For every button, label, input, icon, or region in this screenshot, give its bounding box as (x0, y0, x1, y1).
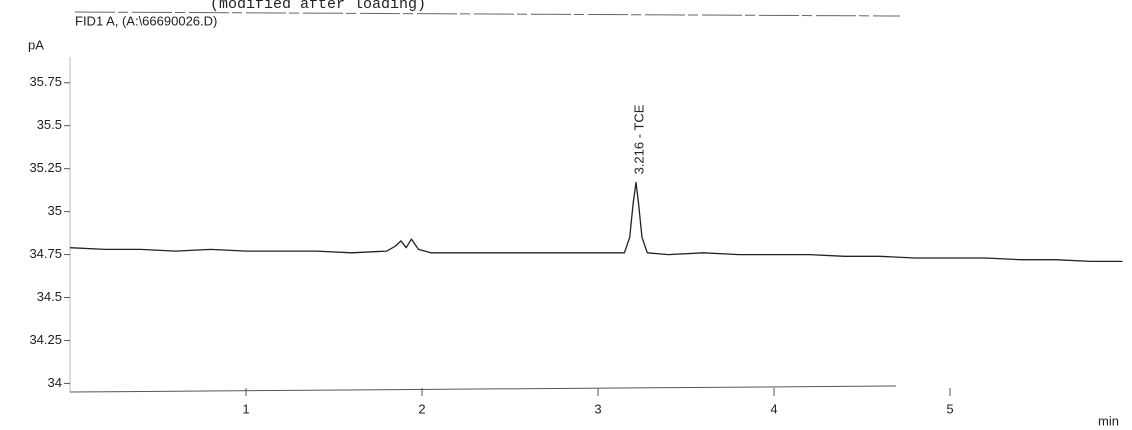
chart-subtitle: (modified after loading) (210, 0, 426, 13)
y-tick-label: 35.5 (37, 117, 62, 132)
x-tick-label: 4 (770, 401, 777, 416)
line-series (69, 181, 1123, 263)
x-tick-label: 1 (242, 401, 249, 416)
y-tick-label: 34 (48, 375, 62, 390)
x-axis-label: min (1098, 413, 1119, 428)
peak-annotation: 3.216 - TCE (631, 104, 646, 174)
x-tick-label: 5 (946, 401, 953, 416)
y-tick-label: 35 (48, 203, 62, 218)
chart-title: FID1 A, (A:\66690026.D) (75, 13, 217, 28)
y-tick-label: 35.25 (29, 160, 62, 175)
x-tick-label: 3 (594, 401, 601, 416)
top-border (74, 11, 901, 17)
y-tick-label: 34.5 (37, 289, 62, 304)
y-tick-label: 35.75 (29, 74, 62, 89)
x-tick-label: 2 (418, 401, 425, 416)
y-tick-label: 34.75 (29, 246, 62, 261)
x-axis (69, 385, 897, 393)
y-tick-label: 34.25 (29, 332, 62, 347)
y-axis-label: pA (28, 37, 44, 52)
